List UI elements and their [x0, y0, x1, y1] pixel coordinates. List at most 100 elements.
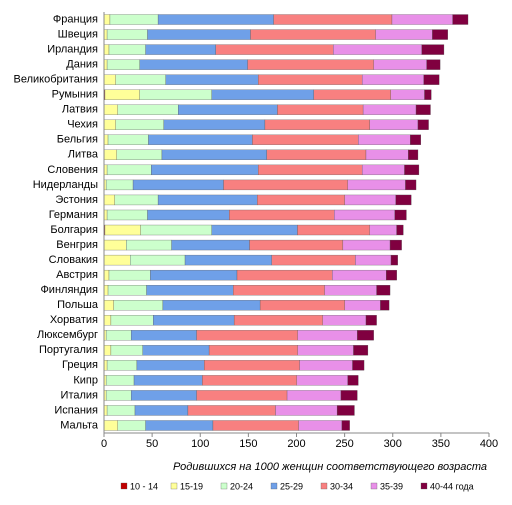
bar-segment — [104, 300, 114, 310]
bar-segment — [109, 45, 146, 55]
bar-segment — [342, 420, 350, 430]
legend-swatch — [221, 483, 227, 489]
y-tick-label: Финляндия — [40, 284, 98, 296]
bar-segment — [250, 240, 343, 250]
bar-segment — [334, 210, 395, 220]
bar-segment — [392, 15, 453, 25]
bar-segment — [104, 315, 111, 325]
legend-label: 20-24 — [230, 481, 253, 491]
bar-segment — [153, 315, 234, 325]
bar-segment — [391, 90, 425, 100]
y-tick-label: Венгрия — [56, 239, 98, 251]
bar-segment — [197, 330, 298, 340]
bar-segment — [133, 180, 223, 190]
bar-segment — [166, 75, 258, 85]
bar-segment — [148, 30, 251, 40]
bar-segment — [134, 375, 202, 385]
bar-segment — [107, 210, 147, 220]
y-tick-label: Румыния — [52, 89, 98, 101]
bar-segment — [233, 285, 324, 295]
y-tick-label: Болгария — [50, 224, 98, 236]
bar-segment — [146, 420, 213, 430]
bar-segment — [333, 45, 422, 55]
y-tick-label: Великобритания — [14, 74, 99, 86]
bar-segment — [104, 150, 117, 160]
bar-segment — [363, 105, 416, 115]
bar-segment — [404, 165, 418, 175]
bar-segment — [151, 165, 258, 175]
bar-segment — [299, 420, 342, 430]
bar-segment — [104, 420, 117, 430]
x-tick-label: 350 — [432, 438, 450, 450]
bar-segment — [148, 210, 230, 220]
bar-segment — [148, 135, 252, 145]
x-tick-label: 400 — [480, 438, 498, 450]
bar-segment — [391, 255, 398, 265]
bar-segment — [362, 165, 404, 175]
bar-segment — [237, 270, 332, 280]
y-tick-label: Литва — [68, 149, 99, 161]
bar-segment — [252, 135, 358, 145]
bar-segment — [366, 315, 377, 325]
bar-segment — [274, 15, 392, 25]
bar-segment — [376, 30, 433, 40]
y-tick-label: Ирландия — [47, 43, 98, 55]
bar-segment — [212, 90, 314, 100]
bar-segment — [297, 375, 348, 385]
bar-segment — [453, 15, 468, 25]
bar-segment — [390, 240, 402, 250]
bar-segment — [162, 150, 267, 160]
bar-segment — [178, 105, 277, 115]
bar-segment — [104, 30, 107, 40]
bar-segment — [106, 180, 133, 190]
bar-segment — [265, 120, 370, 130]
bar-segment — [314, 90, 391, 100]
bar-segment — [107, 405, 135, 415]
bar-segment — [257, 195, 345, 205]
bar-segment — [104, 105, 117, 115]
bar-segment — [143, 345, 209, 355]
bar-segment — [115, 195, 158, 205]
bar-segment — [212, 225, 298, 235]
bar-segment — [104, 75, 116, 85]
bar-segment — [202, 375, 296, 385]
bar-segment — [298, 345, 354, 355]
bar-segment — [377, 285, 390, 295]
y-tick-label: Эстония — [55, 194, 98, 206]
bar-segment — [130, 255, 185, 265]
bar-segment — [104, 255, 130, 265]
bar-segment — [104, 120, 116, 130]
bar-segment — [258, 75, 362, 85]
y-tick-label: Бельгия — [57, 134, 98, 146]
bar-segment — [425, 90, 432, 100]
bar-segment — [104, 15, 110, 25]
bar-segment — [213, 420, 299, 430]
legend-label: 40-44 года — [430, 481, 474, 491]
bar-segment — [410, 135, 421, 145]
bar-segment — [216, 45, 333, 55]
y-tick-label: Чехия — [67, 119, 98, 131]
y-tick-label: Кипр — [73, 374, 98, 386]
bar-segment — [353, 360, 365, 370]
bar-segment — [287, 390, 341, 400]
bar-segment — [172, 240, 250, 250]
bar-segment — [104, 405, 107, 415]
bar-segment — [432, 30, 447, 40]
bar-segment — [104, 45, 109, 55]
bar-segment — [188, 405, 276, 415]
bar-segment — [114, 300, 163, 310]
bar-segment — [107, 30, 147, 40]
legend-swatch — [121, 483, 127, 489]
bar-segment — [341, 390, 357, 400]
legend-swatch — [321, 483, 327, 489]
bar-segment — [135, 405, 188, 415]
legend-label: 15-19 — [180, 481, 203, 491]
bar-segment — [116, 75, 166, 85]
bar-segment — [209, 345, 298, 355]
y-tick-label: Швеция — [58, 28, 98, 40]
bar-segment — [386, 270, 397, 280]
bar-segment — [337, 405, 354, 415]
y-tick-label: Италия — [61, 389, 99, 401]
bar-segment — [300, 360, 353, 370]
bar-segment — [234, 315, 323, 325]
